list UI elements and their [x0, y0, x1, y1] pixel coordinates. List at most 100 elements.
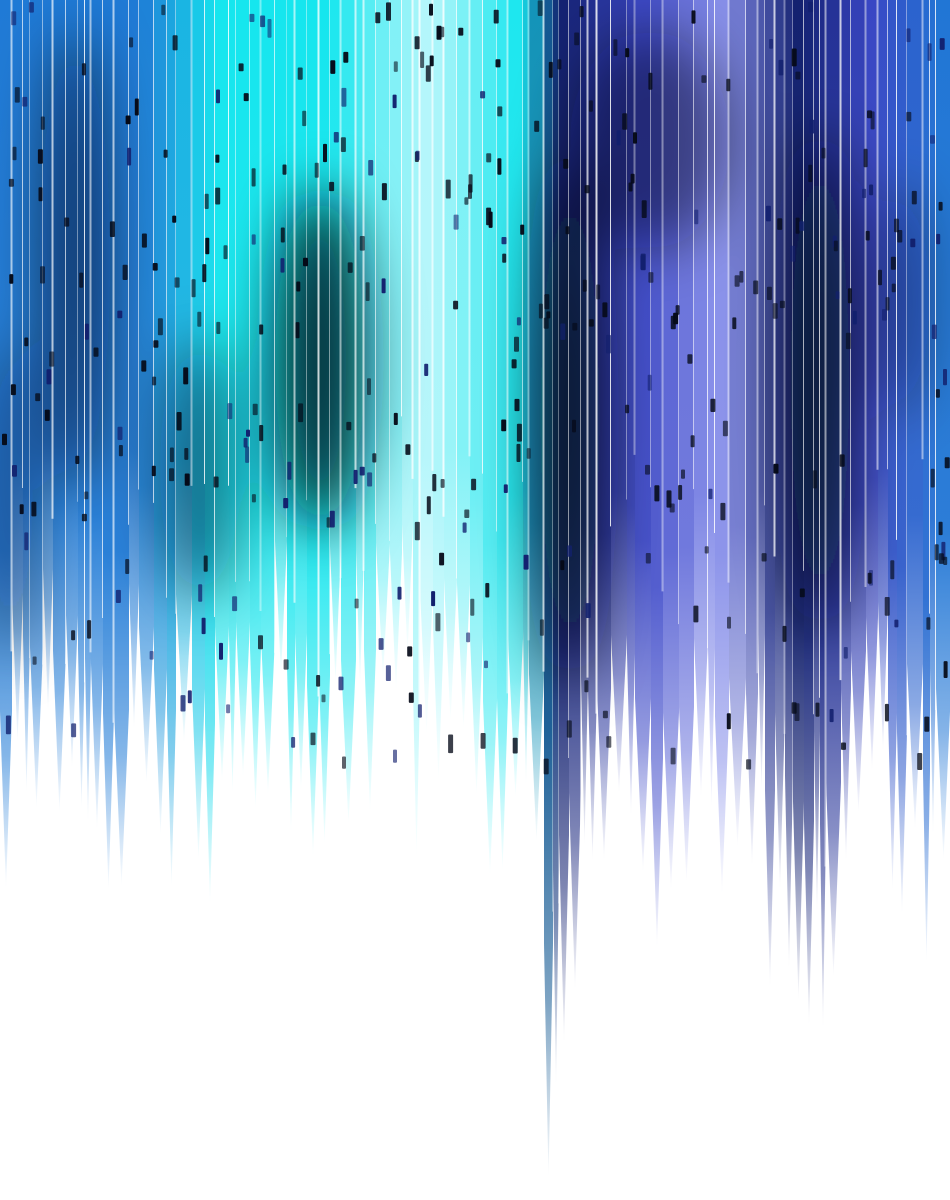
pixel-fleck	[354, 598, 359, 609]
pixel-fleck	[773, 463, 779, 474]
pixel-fleck	[134, 98, 139, 116]
color-streak	[923, 0, 930, 965]
pixel-fleck	[14, 87, 20, 103]
pixel-fleck	[539, 619, 544, 636]
pixel-fleck	[843, 647, 848, 659]
pixel-fleck	[329, 181, 335, 192]
pixel-fleck	[223, 245, 228, 260]
pixel-fleck	[184, 448, 189, 460]
pixel-fleck	[431, 591, 436, 607]
pixel-fleck	[31, 501, 37, 517]
pixel-fleck	[645, 464, 650, 475]
pixel-fleck	[943, 369, 947, 386]
pixel-fleck	[81, 63, 86, 76]
pixel-fleck	[484, 660, 488, 669]
pixel-fleck	[799, 221, 805, 231]
pixel-fleck	[38, 187, 43, 202]
pixel-fleck	[115, 589, 121, 603]
pixel-fleck	[732, 317, 737, 330]
color-streak	[897, 0, 907, 916]
pixel-fleck	[596, 284, 601, 300]
pixel-fleck	[330, 60, 336, 74]
pixel-fleck	[216, 89, 220, 104]
pixel-fleck	[560, 560, 565, 571]
pixel-fleck	[75, 455, 80, 464]
dark-haze	[275, 190, 365, 530]
pixel-fleck	[464, 197, 469, 205]
pixel-fleck	[32, 656, 37, 665]
pixel-fleck	[84, 323, 89, 340]
pixel-fleck	[157, 318, 163, 336]
pixel-fleck	[782, 625, 787, 642]
pixel-fleck	[926, 617, 931, 630]
pixel-fleck	[381, 278, 386, 294]
pixel-fleck	[726, 713, 731, 730]
pixel-fleck	[648, 72, 653, 90]
pixel-fleck	[405, 444, 411, 455]
pixel-fleck	[673, 312, 679, 325]
color-streak	[364, 0, 376, 813]
pixel-fleck	[944, 457, 950, 469]
pixel-fleck	[512, 737, 518, 754]
pixel-fleck	[393, 61, 398, 72]
pixel-fleck	[458, 27, 464, 36]
pixel-fleck	[197, 311, 202, 327]
pixel-fleck	[392, 94, 397, 109]
pixel-fleck	[341, 87, 347, 107]
pixel-fleck	[12, 146, 17, 161]
pixel-fleck	[746, 759, 752, 770]
pixel-fleck	[161, 4, 166, 16]
pixel-fleck	[81, 513, 87, 522]
pixel-fleck	[203, 555, 208, 572]
pixel-fleck	[44, 409, 50, 421]
pixel-fleck	[283, 498, 289, 509]
pixel-fleck	[502, 253, 507, 263]
pixel-fleck	[40, 116, 45, 130]
pixel-fleck	[884, 703, 889, 722]
color-streak	[907, 0, 923, 830]
pixel-fleck	[267, 19, 272, 38]
pixel-fleck	[761, 553, 767, 562]
pixel-fleck	[704, 546, 709, 554]
pixel-fleck	[516, 423, 522, 442]
pixel-fleck	[252, 403, 258, 416]
pixel-fleck	[260, 15, 266, 28]
pixel-fleck	[829, 709, 834, 723]
pixel-fleck	[690, 435, 695, 448]
color-streak	[390, 0, 402, 691]
pixel-fleck	[548, 61, 553, 78]
pixel-fleck	[863, 148, 868, 168]
pixel-fleck	[127, 147, 132, 166]
pixel-fleck	[516, 317, 521, 326]
pixel-fleck	[835, 291, 840, 300]
pixel-fleck	[109, 221, 115, 237]
pixel-fleck	[640, 255, 646, 270]
pixel-fleck	[227, 403, 233, 420]
pixel-fleck	[812, 470, 817, 489]
pixel-fleck	[226, 704, 231, 714]
pixel-fleck	[343, 51, 349, 63]
pixel-fleck	[468, 174, 473, 193]
pixel-fleck	[340, 137, 346, 152]
pixel-fleck	[381, 183, 387, 201]
pixel-fleck	[935, 389, 940, 398]
pixel-fleck	[845, 332, 851, 350]
pixel-fleck	[11, 11, 17, 26]
pixel-fleck	[930, 468, 935, 488]
pixel-fleck	[602, 302, 608, 318]
pixel-fleck	[534, 120, 540, 132]
pixel-fleck	[251, 168, 256, 187]
pixel-fleck	[795, 71, 801, 80]
pixel-fleck	[934, 544, 939, 561]
pixel-fleck	[367, 472, 373, 487]
pixel-fleck	[453, 214, 459, 230]
pixel-fleck	[118, 445, 123, 457]
pixel-fleck	[543, 317, 549, 329]
color-streak	[444, 0, 457, 723]
pixel-fleck	[572, 419, 576, 433]
pixel-fleck	[625, 48, 630, 58]
pixel-fleck	[645, 553, 651, 564]
pixel-fleck	[393, 412, 398, 425]
pixel-fleck	[258, 635, 263, 650]
pixel-fleck	[117, 310, 123, 319]
